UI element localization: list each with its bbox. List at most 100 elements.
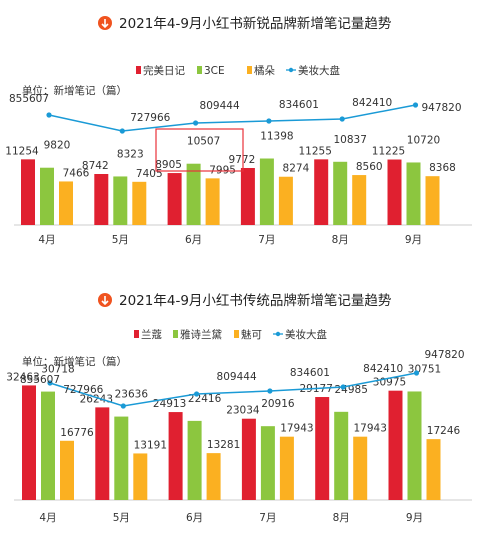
- line-value-label: 855607: [20, 374, 60, 386]
- line-point: [119, 128, 125, 134]
- category-label: 6月: [186, 512, 203, 524]
- line-series-path: [49, 372, 417, 407]
- bar: [94, 174, 109, 225]
- bar-value-label: 23636: [115, 389, 149, 401]
- line-value-label: 834601: [290, 367, 330, 379]
- bar-value-label: 26243: [80, 393, 113, 405]
- bar: [241, 418, 256, 500]
- line-value-label: 809444: [200, 100, 240, 112]
- line-value-label: 727966: [130, 112, 170, 124]
- legend-label: 完美日记: [143, 64, 185, 77]
- bar: [240, 167, 255, 225]
- legend-label: 3CE: [204, 65, 225, 77]
- legend-label: 美妆大盘: [285, 328, 327, 341]
- bar: [21, 159, 35, 225]
- line-point: [340, 384, 346, 390]
- line-point: [413, 370, 420, 376]
- line-series-path: [48, 104, 416, 132]
- chart-title: 2021年4-9月小红书传统品牌新增笔记量趋势: [119, 292, 391, 309]
- line-value-label: 834601: [279, 99, 319, 111]
- bar-value-label: 8742: [82, 160, 109, 172]
- bar-value-label: 20916: [261, 398, 295, 410]
- bar-value-label: 23034: [226, 405, 260, 417]
- bar-value-label: 17246: [427, 425, 461, 437]
- legend-swatch: [197, 66, 202, 74]
- bar-value-label: 10837: [333, 134, 366, 146]
- bar: [260, 426, 275, 500]
- bar: [426, 439, 441, 500]
- line-value-label: 809444: [217, 371, 257, 383]
- bar-value-label: 11254: [5, 145, 39, 157]
- bar: [314, 159, 329, 225]
- line-point: [120, 403, 126, 409]
- bar: [167, 173, 182, 225]
- bar-value-label: 24913: [153, 398, 186, 410]
- legend-label: 魅可: [241, 328, 262, 341]
- bar-value-label: 11255: [298, 145, 331, 157]
- bar-value-label: 16776: [60, 427, 94, 439]
- legend-line-marker: [275, 331, 281, 337]
- bar-value-label: 13281: [207, 439, 240, 451]
- line-point: [267, 388, 273, 394]
- line-point: [194, 391, 200, 397]
- bar: [333, 161, 348, 225]
- line-point: [47, 380, 53, 386]
- bar-value-label: 13191: [134, 439, 167, 451]
- bar: [352, 175, 367, 225]
- bar-value-label: 8274: [283, 163, 310, 175]
- bar: [186, 163, 201, 225]
- line-value-label: 842410: [363, 363, 403, 375]
- bar: [406, 162, 421, 225]
- legend-swatch: [247, 66, 252, 74]
- bar-value-label: 11398: [260, 131, 293, 143]
- category-label: 8月: [332, 234, 349, 246]
- bar-value-label: 8560: [356, 161, 383, 173]
- category-label: 7月: [258, 234, 275, 246]
- bar-value-label: 17943: [353, 423, 386, 435]
- bar: [187, 420, 202, 500]
- category-label: 7月: [259, 512, 276, 524]
- bar-value-label: 10507: [187, 136, 220, 148]
- category-label: 5月: [113, 512, 130, 524]
- category-label: 4月: [39, 512, 56, 524]
- bar-value-label: 8905: [155, 159, 182, 171]
- bar-value-label: 8368: [429, 162, 456, 174]
- bar: [41, 391, 55, 500]
- bar: [278, 176, 293, 225]
- bar-value-label: 8323: [117, 148, 144, 160]
- bar-value-label: 9772: [229, 154, 256, 166]
- line-point: [339, 116, 345, 122]
- bar: [387, 159, 402, 225]
- bar: [60, 440, 74, 500]
- line-value-label: 727966: [63, 384, 103, 396]
- bar: [259, 158, 274, 225]
- bar: [168, 412, 183, 500]
- legend-label: 美妆大盘: [298, 64, 340, 77]
- chart-title: 2021年4-9月小红书新锐品牌新增笔记量趋势: [119, 15, 391, 32]
- line-value-label: 842410: [352, 97, 392, 109]
- line-point: [266, 118, 272, 124]
- bar-value-label: 32463: [6, 371, 39, 383]
- bar: [334, 411, 349, 500]
- bar-value-label: 9820: [44, 140, 71, 152]
- line-point: [193, 120, 199, 126]
- legend-label: 雅诗兰黛: [180, 328, 222, 341]
- bar-value-label: 7466: [63, 167, 90, 179]
- bar: [279, 436, 294, 500]
- category-label: 5月: [112, 234, 129, 246]
- legend-label: 橘朵: [254, 65, 275, 77]
- legend-swatch: [234, 330, 239, 338]
- bar: [59, 181, 73, 225]
- bar: [425, 176, 440, 225]
- bar-value-label: 7995: [209, 164, 236, 176]
- category-label: 6月: [185, 234, 202, 246]
- highlight-box: [155, 128, 244, 172]
- line-value-label: 947820: [421, 102, 461, 114]
- bar: [95, 407, 110, 500]
- bar: [40, 167, 54, 225]
- legend-swatch: [173, 330, 178, 338]
- bar-value-label: 11225: [372, 146, 405, 158]
- category-label: 8月: [333, 512, 350, 524]
- bar: [315, 397, 330, 500]
- line-value-label: 947820: [424, 349, 464, 361]
